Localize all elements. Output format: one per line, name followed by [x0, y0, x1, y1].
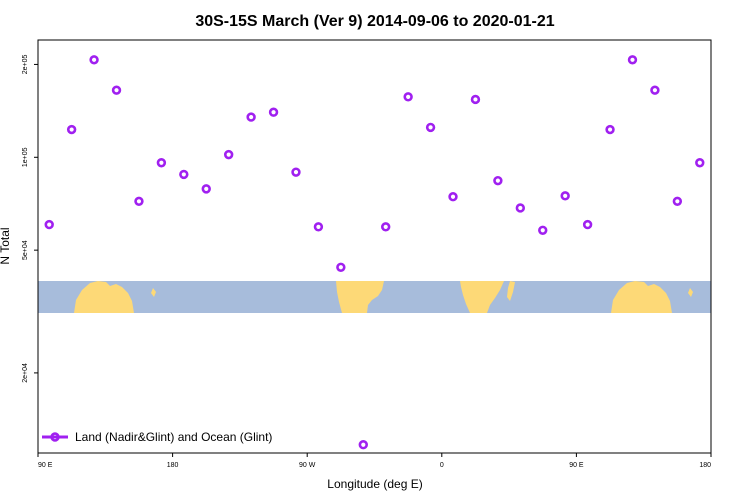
plot-frame	[37, 39, 712, 454]
data-point	[223, 149, 234, 160]
land-south-america-1	[336, 281, 384, 313]
land-australia	[74, 281, 134, 313]
data-point	[44, 219, 54, 230]
data-point	[605, 124, 615, 135]
x-axis-label: Longitude (deg E)	[327, 477, 422, 491]
data-point	[313, 222, 324, 232]
x-tick-label: 180	[699, 462, 711, 469]
data-point	[134, 196, 144, 206]
x-tick-label: 90 E	[569, 462, 584, 469]
y-tick-label: 5e+04	[22, 240, 29, 260]
data-point	[560, 191, 570, 201]
land-madagascar-1	[507, 281, 515, 301]
data-point	[425, 122, 436, 133]
data-point	[291, 167, 301, 177]
legend: Land (Nadir&Glint) and Ocean (Glint)	[42, 430, 272, 444]
x-axis: 90 E 180 90 W 0 90 E 180	[37, 453, 712, 469]
data-point	[493, 175, 503, 186]
data-point	[695, 158, 705, 168]
land-new-zealand-2	[688, 288, 693, 297]
land-australia-2	[611, 281, 672, 313]
data-point	[179, 169, 189, 180]
data-point	[672, 196, 683, 206]
land-africa-1	[460, 281, 504, 313]
x-tick-label: 90 E	[38, 462, 53, 469]
data-point	[89, 55, 99, 65]
data-point	[358, 440, 368, 450]
x-tick-label: 180	[167, 462, 179, 469]
data-point	[515, 203, 526, 213]
data-point	[111, 85, 122, 95]
data-point	[538, 225, 548, 235]
data-point	[448, 192, 458, 202]
data-point	[156, 158, 167, 168]
land-new-zealand	[151, 288, 156, 297]
world-map-band	[38, 281, 711, 313]
y-tick-label: 2e+04	[22, 363, 29, 383]
chart-title: 30S-15S March (Ver 9) 2014-09-06 to 2020…	[195, 13, 554, 30]
data-point	[336, 262, 346, 272]
data-point	[381, 222, 391, 232]
data-point	[403, 92, 413, 102]
legend-marker	[50, 432, 60, 442]
data-point	[268, 107, 279, 117]
y-axis-label: N Total	[0, 227, 12, 264]
y-tick-label: 1e+05	[22, 147, 29, 167]
y-axis: 2e+04 5e+04 1e+05 2e+05	[22, 54, 38, 383]
legend-label: Land (Nadir&Glint) and Ocean (Glint)	[75, 430, 272, 444]
data-points	[44, 55, 705, 450]
data-point	[246, 112, 256, 122]
data-point	[201, 184, 211, 194]
data-point	[582, 219, 593, 230]
data-point	[650, 85, 660, 95]
x-tick-label: 0	[440, 462, 444, 469]
data-point	[66, 124, 77, 135]
x-tick-label: 90 W	[299, 462, 316, 469]
data-point	[470, 94, 481, 105]
y-tick-label: 2e+05	[22, 54, 29, 74]
data-point	[627, 55, 638, 65]
